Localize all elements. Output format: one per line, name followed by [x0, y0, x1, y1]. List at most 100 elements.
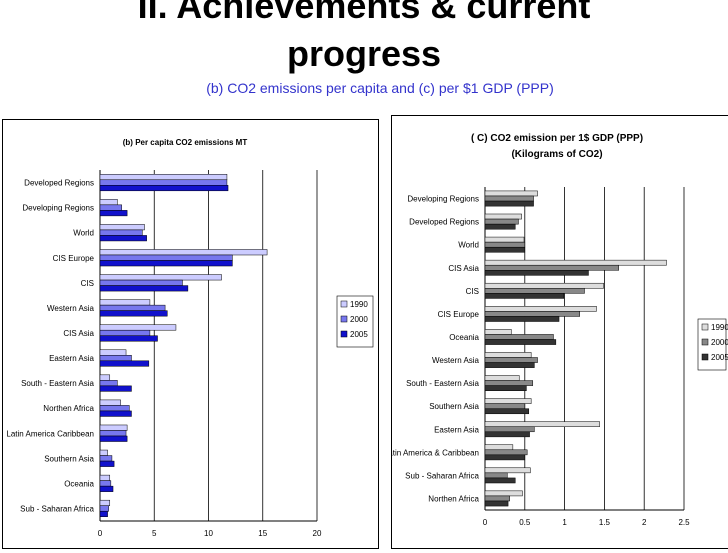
bar-2000 [484, 426, 535, 433]
bar-2005 [484, 408, 530, 415]
bar-2000 [484, 357, 538, 363]
bar-2000 [99, 355, 132, 362]
bar-2005 [484, 431, 530, 438]
bar-2005 [99, 460, 115, 467]
bar-2005 [99, 435, 128, 442]
bar-2005 [484, 270, 589, 276]
category-label: Developing Regions [407, 195, 479, 204]
legend-swatch [340, 315, 348, 323]
legend-swatch [701, 323, 709, 331]
bar-1990 [99, 249, 268, 256]
chart-panel-per-gdp: ( C) CO2 emission per 1$ GDP (PPP) (Kilog… [384, 115, 728, 549]
bar-2005 [484, 339, 557, 345]
bar-2005 [99, 510, 108, 517]
bar-1990 [484, 329, 512, 335]
bar-2005 [484, 500, 509, 507]
bar-1990 [484, 282, 604, 289]
bar-1990 [99, 424, 128, 431]
bar-2000 [99, 179, 228, 186]
category-label: CIS [81, 279, 94, 288]
x-tick-label: 0 [483, 518, 488, 527]
x-tick-label: 2 [642, 518, 647, 527]
bar-1990 [99, 274, 222, 281]
bar-2000 [99, 229, 143, 236]
category-label: Southern Asia [429, 402, 479, 411]
bar-2005 [99, 210, 128, 217]
legend-swatch [340, 300, 348, 308]
legend-swatch [340, 330, 348, 338]
bar-1990 [99, 374, 111, 381]
category-label: CIS Asia [63, 329, 94, 338]
legend-label: 2005 [711, 353, 728, 362]
per-gdp-chart: ( C) CO2 emission per 1$ GDP (PPP) (Kilog… [384, 133, 728, 527]
category-label: Southern Asia [44, 454, 94, 463]
category-label: Western Asia [47, 304, 95, 313]
bar-2000 [99, 254, 233, 261]
category-label: World [73, 229, 94, 238]
category-label: CIS Europe [438, 310, 480, 319]
bar-2005 [99, 285, 189, 292]
bar-2005 [484, 200, 534, 207]
x-tick-label: 0.5 [519, 518, 531, 527]
slide-title-line-2: progress [286, 33, 442, 74]
bar-1990 [484, 398, 532, 404]
category-label: Sub - Saharan Africa [405, 471, 479, 480]
legend-label: 1990 [711, 323, 728, 332]
x-tick-label: 2.5 [678, 518, 690, 527]
bar-2000 [99, 279, 183, 286]
bar-2005 [484, 385, 527, 391]
category-label: CIS [466, 287, 479, 296]
bar-2005 [99, 410, 132, 417]
bar-2005 [484, 362, 535, 368]
bar-2000 [484, 472, 508, 479]
bar-2000 [484, 334, 554, 340]
bar-2000 [484, 380, 534, 386]
bar-1990 [99, 349, 127, 356]
bar-1990 [99, 174, 228, 181]
bar-1990 [484, 375, 520, 381]
x-tick-label: 0 [98, 529, 103, 538]
category-label: Western Asia [432, 356, 480, 365]
legend-swatch [701, 353, 709, 361]
legend-swatch [701, 338, 709, 346]
bar-2000 [99, 455, 113, 462]
bar-2000 [484, 195, 534, 202]
bar-2005 [484, 454, 526, 461]
bar-2000 [484, 311, 580, 317]
category-label: Latin America & Caribbean [392, 448, 479, 457]
bar-2005 [484, 477, 516, 484]
bar-1990 [484, 421, 600, 427]
bar-2005 [484, 223, 516, 230]
bar-1990 [99, 224, 145, 231]
bar-2005 [99, 485, 114, 492]
bar-2000 [484, 218, 519, 225]
bar-2000 [484, 403, 526, 409]
category-label: Oceania [449, 333, 479, 342]
chart-panel-per-capita: (b) Per capita CO2 emissions MT 0 5 10 15 20 D… [2, 119, 379, 549]
chart-subtitle: (Kilograms of CO2) [511, 149, 602, 160]
bar-2000 [484, 241, 526, 248]
bar-2005 [99, 185, 229, 192]
x-tick-label: 1 [562, 518, 567, 527]
bar-2000 [99, 480, 112, 487]
bar-1990 [484, 190, 538, 197]
bar-2005 [99, 385, 132, 392]
bar-2005 [484, 316, 560, 322]
category-label: Eastern Asia [434, 425, 479, 434]
legend-label: 2000 [350, 315, 368, 324]
bar-2000 [484, 264, 619, 271]
bar-2000 [99, 505, 109, 512]
category-label: World [458, 241, 479, 250]
category-label: CIS Asia [448, 264, 479, 273]
x-tick-label: 20 [313, 529, 322, 538]
bar-2000 [99, 304, 166, 311]
bar-1990 [99, 474, 111, 481]
category-label: Developed Regions [409, 218, 479, 227]
category-label: Eastern Asia [49, 354, 94, 363]
bar-2005 [484, 246, 526, 253]
category-label: Latin America Caribbean [6, 429, 94, 438]
category-label: Oceania [64, 479, 94, 488]
bar-1990 [484, 259, 667, 266]
bar-1990 [99, 399, 121, 406]
bar-1990 [484, 352, 532, 358]
